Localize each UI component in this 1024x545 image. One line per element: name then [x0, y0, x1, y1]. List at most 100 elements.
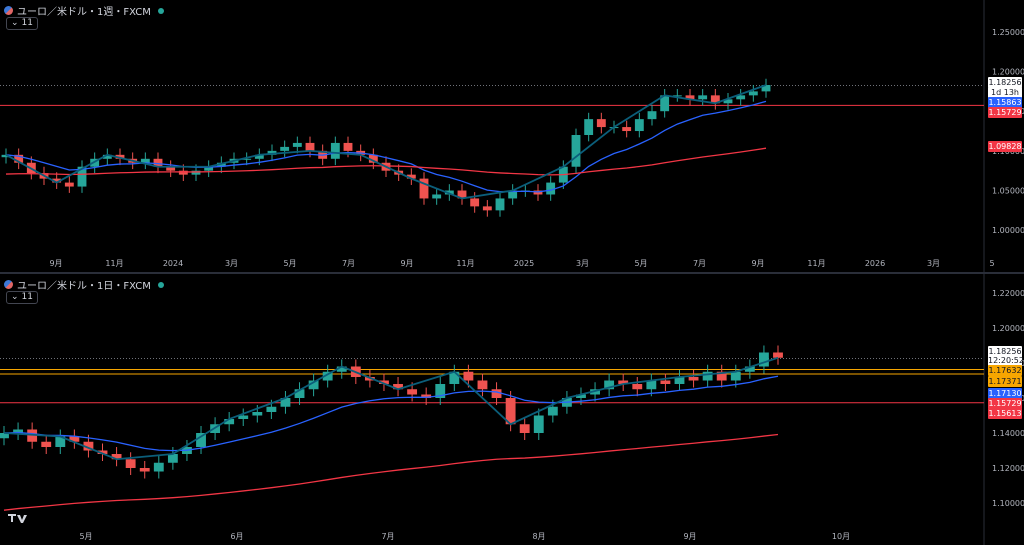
candle-body	[1, 154, 11, 158]
candle-body	[224, 419, 235, 425]
candle-body	[83, 441, 94, 451]
price-axis-tick: 1.14000	[992, 429, 1024, 438]
candle-body	[407, 389, 418, 395]
candle-body	[723, 99, 733, 104]
time-axis-tick: 3月	[225, 259, 238, 268]
price-axis-tick: 1.22000	[992, 289, 1024, 298]
candle-body	[77, 166, 87, 187]
weekly-indicator-toggle[interactable]: ⌄ 11	[6, 17, 38, 30]
time-axis-tick: 11月	[807, 259, 825, 268]
candle-body	[204, 166, 214, 171]
pane-divider[interactable]	[0, 272, 1024, 274]
candle-body	[196, 433, 206, 447]
candle-body	[305, 142, 315, 151]
candle-body	[294, 389, 305, 398]
candle-body	[343, 142, 353, 151]
candle-body	[52, 178, 62, 183]
time-axis-tick: 9月	[400, 259, 413, 268]
price-axis-label: 1.09828	[988, 141, 1022, 152]
candle-body	[280, 146, 290, 151]
candle-body	[13, 429, 23, 433]
daily-chart-pane[interactable]: 1.220001.200001.180001.160001.140001.120…	[0, 274, 1024, 545]
candle-body	[505, 398, 516, 425]
price-axis-label: 1d 13h	[988, 87, 1022, 98]
candle-body	[660, 95, 670, 112]
price-axis-tick: 1.00000	[992, 226, 1024, 235]
candle-body	[368, 154, 378, 163]
candle-body	[761, 85, 771, 92]
candle-body	[571, 135, 581, 167]
candle-body	[432, 194, 442, 199]
time-axis-tick: 8月	[532, 532, 545, 541]
slow-moving-average-line	[3, 433, 779, 511]
candle-body	[457, 190, 467, 199]
time-axis-tick: 5月	[634, 259, 647, 268]
candle-body	[252, 412, 263, 416]
fast-moving-average-line	[3, 375, 779, 452]
candle-body	[491, 389, 502, 398]
time-axis-tick: 10月	[832, 532, 850, 541]
market-status-icon	[157, 7, 164, 14]
candle-body	[508, 190, 518, 199]
time-axis-tick: 6月	[230, 532, 243, 541]
currency-pair-icon	[4, 6, 13, 15]
chevron-down-icon: ⌄	[11, 292, 19, 302]
time-axis-tick: 2026	[865, 259, 885, 268]
candle-body	[618, 380, 629, 384]
candle-body	[178, 170, 188, 175]
weekly-chart-pane[interactable]: 1.250001.200001.150001.100001.050001.000…	[0, 0, 1024, 272]
price-axis-label: 1.18256	[988, 346, 1022, 357]
candle-body	[55, 436, 66, 447]
candle-body	[449, 371, 460, 384]
candle-body	[139, 468, 150, 472]
price-axis-label: 1.15613	[988, 408, 1022, 419]
candle-body	[102, 154, 112, 159]
candle-body	[647, 111, 657, 120]
candle-body	[140, 158, 150, 163]
tradingview-logo-icon	[8, 514, 27, 523]
candle-body	[604, 380, 615, 390]
weekly-chart-title: ユーロ／米ドル・1週・FXCM	[17, 7, 151, 18]
candle-body	[0, 433, 9, 439]
price-axis-tick: 1.05000	[992, 187, 1024, 196]
candle-body	[444, 190, 454, 195]
candle-body	[744, 366, 755, 372]
time-axis-tick: 7月	[381, 532, 394, 541]
time-axis-tick: 2024	[163, 259, 183, 268]
chevron-down-icon: ⌄	[11, 18, 19, 28]
candle-body	[546, 182, 556, 195]
price-axis-tick: 1.10000	[992, 499, 1024, 508]
candle-body	[596, 119, 606, 128]
market-status-icon	[157, 281, 164, 288]
time-axis-tick: 5月	[79, 532, 92, 541]
daily-chart[interactable]: 1.220001.200001.180001.160001.140001.120…	[0, 274, 1024, 545]
candle-body	[330, 142, 340, 159]
candle-body	[191, 170, 201, 175]
candle-body	[125, 459, 136, 468]
zigzag-line	[3, 356, 779, 461]
price-axis-label: 1.15863	[988, 97, 1022, 108]
candle-body	[463, 371, 474, 381]
time-axis-tick: 5月	[283, 259, 296, 268]
candle-body	[280, 398, 291, 407]
candle-body	[632, 384, 643, 390]
time-axis-tick: 3月	[576, 259, 589, 268]
candle-body	[238, 415, 249, 419]
candle-body	[773, 352, 783, 358]
candle-body	[748, 91, 758, 96]
time-axis-tick: 7月	[342, 259, 355, 268]
fast-moving-average-line	[5, 100, 767, 193]
candle-body	[166, 166, 176, 171]
candle-body	[736, 95, 746, 100]
candle-body	[267, 150, 277, 155]
candle-body	[379, 380, 389, 384]
weekly-chart[interactable]: 1.250001.200001.150001.100001.050001.000…	[0, 0, 1024, 272]
price-axis-label: 12:20:52	[988, 355, 1024, 366]
daily-indicator-toggle[interactable]: ⌄ 11	[6, 291, 38, 304]
weekly-indicator-count: 11	[21, 18, 33, 28]
candle-body	[421, 394, 432, 398]
candle-body	[576, 394, 586, 398]
candle-body	[470, 198, 480, 207]
candle-body	[115, 154, 125, 159]
price-axis-tick: 1.20000	[992, 68, 1024, 77]
